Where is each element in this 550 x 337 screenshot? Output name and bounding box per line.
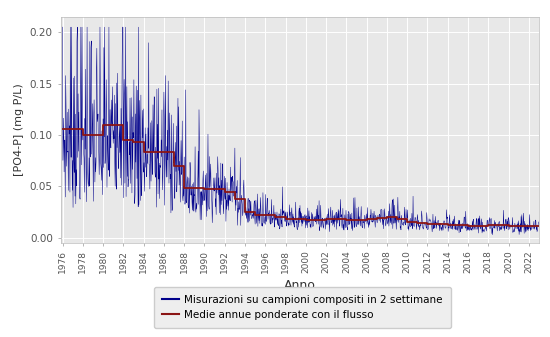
X-axis label: Anno: Anno	[284, 279, 316, 292]
Y-axis label: [PO4-P] (mg P/L): [PO4-P] (mg P/L)	[14, 83, 24, 176]
Legend: Misurazioni su campioni compositi in 2 settimane, Medie annue ponderate con il f: Misurazioni su campioni compositi in 2 s…	[154, 287, 451, 329]
